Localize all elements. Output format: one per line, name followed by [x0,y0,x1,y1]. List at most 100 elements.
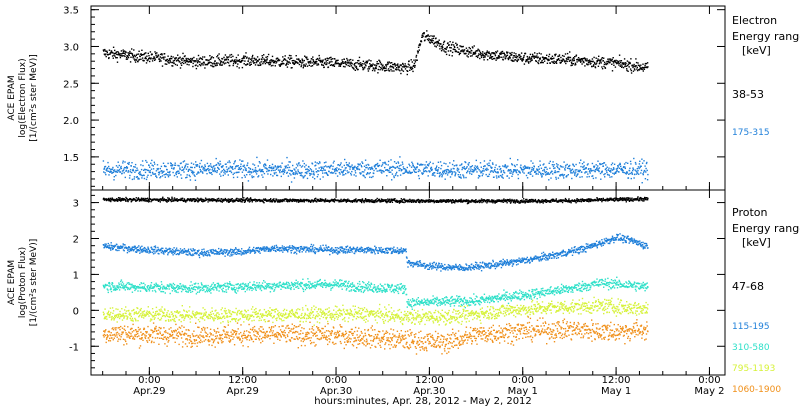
data-point [238,166,240,169]
data-point [510,59,512,61]
data-point [385,163,387,166]
data-point [414,64,416,67]
data-point [552,198,555,201]
data-point [535,171,537,173]
data-point [421,173,424,175]
data-point [144,171,147,174]
data-point [118,199,121,202]
data-point [462,49,464,51]
data-point [200,170,202,172]
data-point [289,198,291,200]
data-point [619,163,621,165]
data-point [118,249,120,252]
data-point [189,175,191,178]
data-point [644,170,646,172]
data-point [108,165,110,168]
y-axis-label: log(Proton Flux) [18,247,28,318]
data-point [261,55,263,57]
data-point [611,70,614,72]
data-point [371,69,374,72]
data-point [620,64,622,66]
data-point [317,64,320,66]
data-point [300,166,303,168]
data-point [278,200,281,202]
data-point [238,59,241,61]
data-point [317,163,320,165]
data-point [545,198,547,201]
data-point [407,66,409,68]
data-point [285,167,287,169]
data-point [453,44,455,46]
data-point [609,176,611,178]
data-point [218,57,220,59]
data-point [617,166,619,168]
data-point [174,198,176,200]
data-point [526,198,528,201]
data-point [509,202,512,204]
data-point [527,61,529,63]
data-point [491,56,494,58]
data-point [108,167,111,170]
data-point [391,66,394,68]
data-point [147,59,149,61]
data-point [104,243,106,245]
data-point [308,172,311,175]
data-point [277,166,279,169]
data-point [402,63,404,65]
data-point [117,197,120,199]
data-point [157,200,160,202]
data-point [124,53,126,55]
data-point [367,172,369,174]
data-point [441,47,443,50]
data-point [269,200,271,203]
data-point [496,168,499,170]
data-point [489,57,491,59]
data-point [517,159,519,161]
data-point [513,169,515,171]
data-point [589,170,591,172]
data-point [581,59,584,61]
data-point [557,166,559,169]
data-point [576,174,578,176]
data-point [525,198,527,201]
data-point [318,54,320,57]
data-point [387,198,389,200]
data-point [208,169,210,172]
data-point [396,199,398,202]
data-point [639,68,641,70]
data-point [609,170,612,172]
data-point [609,61,611,64]
data-point [146,250,149,252]
data-point [243,55,245,57]
data-point [583,57,586,59]
data-point [400,72,402,75]
data-point [144,168,146,171]
data-point [286,199,288,202]
data-point [615,168,618,170]
data-point [498,176,500,178]
data-point [530,198,533,201]
data-point [590,60,592,63]
data-point [609,58,612,60]
data-point [512,171,514,173]
data-point [597,165,599,167]
data-point [283,63,285,65]
data-point [143,199,145,201]
data-point [313,63,315,65]
data-point [196,60,198,62]
data-point [440,199,443,201]
data-point [292,164,294,167]
data-point [290,181,293,183]
data-point [555,61,557,63]
data-point [603,173,605,176]
data-point [451,43,453,46]
data-point [344,66,346,68]
data-point [291,60,293,62]
data-point [436,44,439,46]
data-point [232,176,235,179]
data-point [485,199,488,201]
data-point [234,160,236,162]
data-point [114,55,116,57]
data-point [271,166,273,168]
data-point [219,60,222,62]
